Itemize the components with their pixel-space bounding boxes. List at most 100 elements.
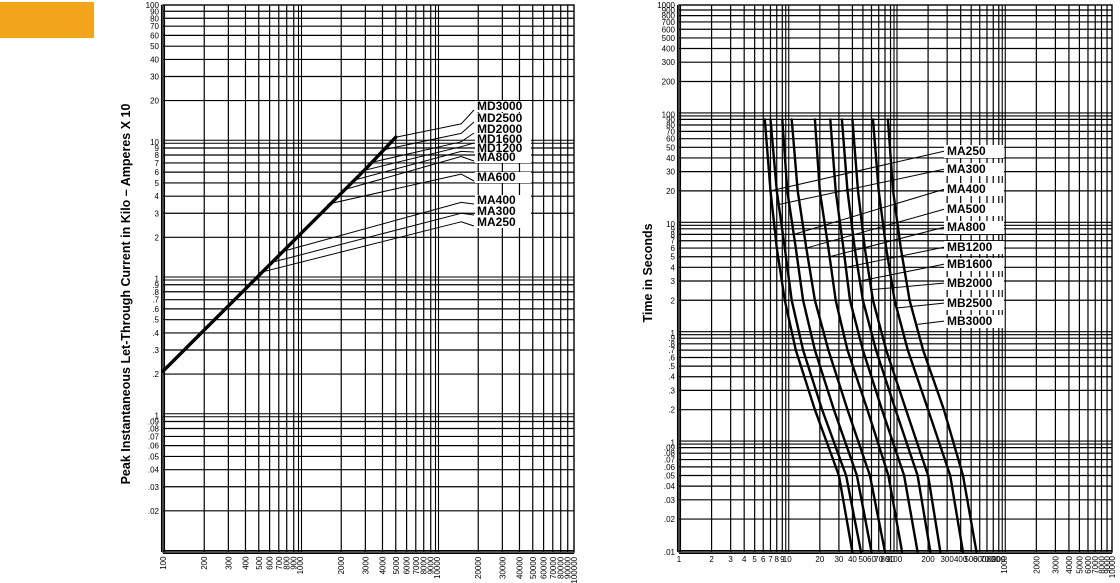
leader-line (896, 302, 946, 309)
x-tick-label: 4000 (1065, 555, 1074, 573)
x-tick-label: 50 (858, 555, 867, 564)
y-tick-label: .1 (152, 411, 159, 420)
x-tick-label: 400 (241, 556, 250, 570)
x-tick-label: 500 (964, 555, 978, 564)
series-ma800 (340, 156, 462, 191)
y-tick-label: .3 (668, 386, 675, 395)
x-tick-label: 10000 (433, 556, 442, 579)
curve-label-bg (944, 183, 1004, 196)
x-tick-label: 100000 (570, 556, 579, 583)
curve-label-ma250: MA250 (947, 144, 986, 158)
x-tick-label: 800 (283, 556, 292, 570)
curve-label-md3000: MD3000 (477, 99, 523, 113)
series-mb2500 (871, 118, 965, 554)
x-tick-label: 600 (266, 556, 275, 570)
series-md1200 (351, 150, 462, 182)
plot-frame (678, 4, 1113, 553)
x-tick-label: 5 (752, 555, 757, 564)
x-tick-label: 7000 (1091, 555, 1100, 573)
y-tick-label: 700 (662, 18, 676, 27)
curve-label-bg (944, 163, 1004, 176)
curve-label-md1600: MD1600 (477, 132, 523, 146)
leader-line (770, 150, 946, 192)
y-tick-label: .06 (148, 442, 160, 451)
x-tick-label: 60000 (540, 556, 549, 579)
y-tick-label: 40 (666, 154, 675, 163)
series-ma300 (269, 212, 462, 264)
leader-line (829, 226, 946, 258)
y-tick-label: 7 (155, 159, 160, 168)
curve-label-bg (475, 217, 531, 228)
curve-label-mb1600: MB1600 (947, 257, 993, 271)
x-tick-label: 6000 (403, 556, 412, 574)
curve-label-ma250: MA250 (477, 215, 516, 229)
y-tick-label: 80 (150, 14, 159, 23)
y-tick-label: 500 (662, 34, 676, 43)
curve-label-ma400: MA400 (947, 182, 986, 196)
x-tick-label: 3000 (1051, 555, 1060, 573)
y-tick-label: .08 (664, 449, 676, 458)
curve-label-bg (944, 203, 1004, 216)
series-md3000 (395, 123, 462, 138)
curve-label-ma300: MA300 (947, 162, 986, 176)
x-tick-label: 6000 (1084, 555, 1093, 573)
x-tick-label: 20 (815, 555, 824, 564)
x-tick-label: 60 (867, 555, 876, 564)
x-tick-label: 8000 (1098, 555, 1107, 573)
x-tick-label: 40 (848, 555, 857, 564)
x-tick-label: 400 (954, 555, 968, 564)
curve-label-ma800: MA800 (477, 150, 516, 164)
y-tick-label: 9 (155, 144, 160, 153)
leader-line (845, 246, 946, 268)
x-tick-label: 80 (881, 555, 890, 564)
curve-label-md1200: MD1200 (477, 141, 523, 155)
series-ma400 (278, 201, 462, 253)
x-tick-label: 9000 (1103, 555, 1112, 573)
y-tick-label: .2 (152, 370, 159, 379)
y-tick-label: 9 (671, 225, 676, 234)
x-tick-label: 800 (987, 555, 1001, 564)
y-tick-label: .03 (148, 483, 160, 492)
x-tick-label: 3 (728, 555, 733, 564)
x-tick-label: 100 (159, 556, 168, 570)
y-tick-label: 300 (662, 58, 676, 67)
curve-label-bg (475, 124, 531, 135)
y-tick-label: .7 (668, 346, 675, 355)
x-tick-label: 2000 (1032, 555, 1041, 573)
y-tick-label: 3 (155, 209, 160, 218)
leader-line (871, 282, 946, 291)
y-tick-label: 4 (155, 192, 160, 201)
curve-label-bg (475, 152, 531, 163)
curve-label-bg (944, 258, 1004, 271)
x-tick-label: 900 (992, 555, 1006, 564)
x-tick-label: 600 (973, 555, 987, 564)
x-tick-label: 300 (224, 556, 233, 570)
curve-label-ma300: MA300 (477, 204, 516, 218)
x-tick-label: 8 (775, 555, 780, 564)
y-tick-label: 1 (671, 329, 676, 338)
x-tick-label: 8000 (420, 556, 429, 574)
x-tick-label: 700 (275, 556, 284, 570)
series-ma800 (813, 118, 904, 554)
x-tick-label: 900 (290, 556, 299, 570)
curve-label-bg (475, 101, 531, 112)
y-tick-label: .09 (148, 418, 160, 427)
x-tick-label: 300 (940, 555, 954, 564)
series-ma300 (769, 118, 863, 554)
leader-line (460, 221, 475, 227)
y-tick-label: 4 (671, 263, 676, 272)
y-tick-label: .06 (664, 463, 676, 472)
y-tick-label: 30 (666, 168, 675, 177)
y-tick-label: 600 (662, 25, 676, 34)
y-tick-label: 6 (155, 168, 160, 177)
y-tick-label: .9 (152, 281, 159, 290)
x-tick-label: 90000 (564, 556, 573, 579)
y-tick-label: .8 (152, 288, 159, 297)
x-tick-label: 70000 (549, 556, 558, 579)
x-tick-label: 10000 (1108, 555, 1117, 578)
x-tick-label: 50000 (529, 556, 538, 579)
curve-label-bg (944, 297, 1004, 310)
curve-label-ma500: MA500 (947, 202, 986, 216)
y-tick-label: 400 (662, 45, 676, 54)
x-tick-label: 200 (921, 555, 935, 564)
